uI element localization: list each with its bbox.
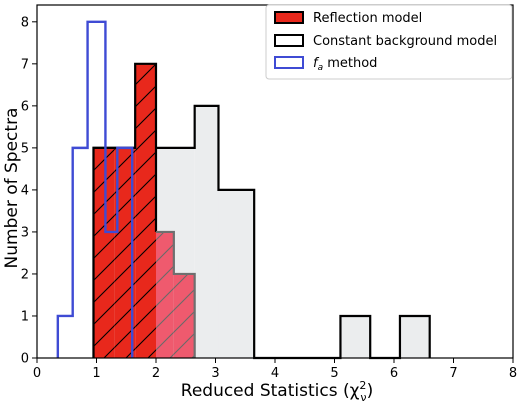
constant-background-bar	[399, 315, 430, 358]
legend-label-reflection: Reflection model	[313, 11, 422, 26]
legend-frame	[265, 4, 513, 80]
y-tick-label: 5	[21, 141, 29, 156]
bars-layer	[56, 20, 431, 360]
reflection-bar-hatch	[93, 147, 115, 358]
legend-swatch-fa-method	[274, 56, 304, 69]
y-tick-label: 2	[21, 267, 29, 282]
legend-label-fa-method: fa method	[313, 56, 377, 73]
x-tick-label: 5	[330, 366, 338, 381]
series-fa-method	[56, 20, 134, 358]
y-tick-label: 0	[21, 352, 29, 367]
x-tick-label: 6	[390, 366, 398, 381]
constant-background-bar	[194, 105, 219, 358]
y-axis-label: Number of Spectra	[2, 108, 22, 269]
constant-background-bar	[218, 189, 255, 358]
y-tick-label: 3	[21, 225, 29, 240]
legend-label-constant-background: Constant background model	[313, 34, 497, 49]
legend-swatch-reflection	[274, 11, 304, 24]
x-tick-label: 2	[152, 366, 160, 381]
x-tick-label: 4	[271, 366, 279, 381]
x-tick-label: 7	[449, 366, 457, 381]
x-axis-ticks: 0 1 2 3 4 5 6 7 8	[33, 358, 517, 381]
y-axis-ticks: 0 1 2 3 4 5 6 7 8	[21, 15, 37, 367]
reflection-bar-hatch	[173, 273, 195, 358]
series-reflection	[92, 62, 196, 358]
reflection-bar-hatch	[135, 63, 156, 358]
x-tick-label: 8	[509, 366, 517, 381]
x-axis-label: Reduced Statistics (χ2 ν)	[181, 379, 373, 404]
fa-method-outline	[56, 20, 134, 358]
reflection-outline	[92, 62, 158, 358]
y-tick-label: 4	[21, 183, 29, 198]
reflection-bar-hatch	[156, 231, 174, 358]
reflection-bar-hatch	[114, 147, 136, 358]
y-tick-label: 7	[21, 57, 29, 72]
x-tick-label: 3	[211, 366, 219, 381]
y-tick-label: 1	[21, 309, 29, 324]
x-tick-label: 0	[33, 366, 41, 381]
x-tick-label: 1	[92, 366, 100, 381]
reflection-outline-faded	[156, 230, 196, 358]
constant-background-bar	[340, 315, 371, 358]
legend: Reflection model Constant background mod…	[265, 4, 513, 80]
y-tick-label: 8	[21, 15, 29, 30]
y-tick-label: 6	[21, 99, 29, 114]
legend-swatch-constant-background	[274, 34, 304, 47]
